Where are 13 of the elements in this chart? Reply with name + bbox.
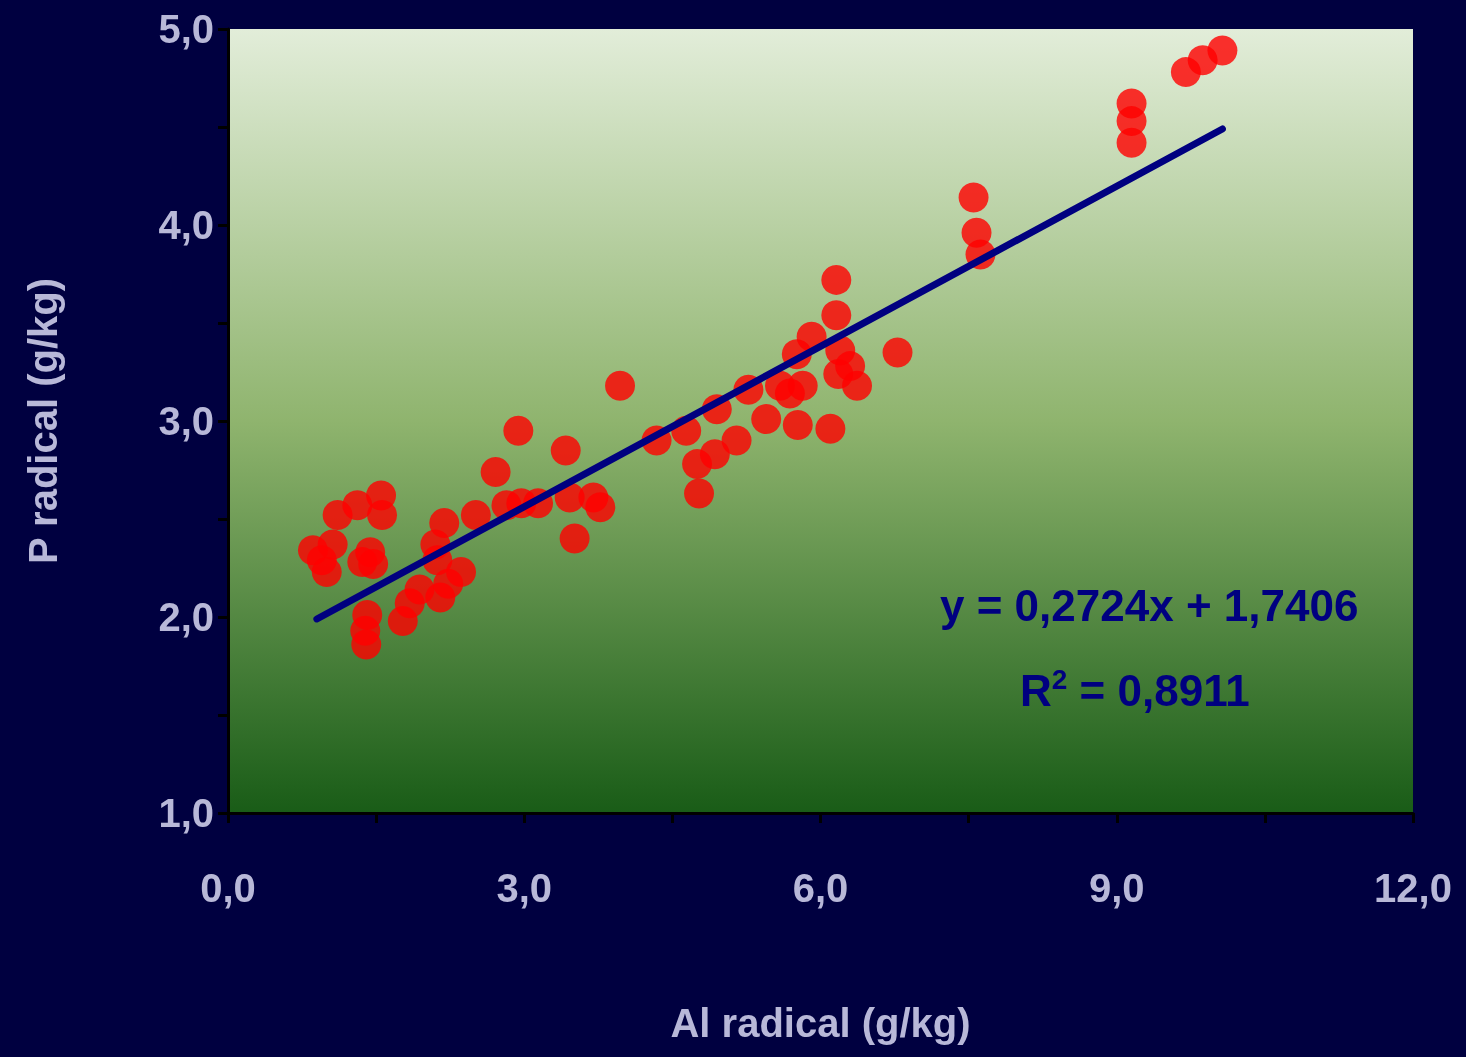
x-tick-label: 9,0	[1088, 866, 1145, 910]
y-tick-label: 3,0	[158, 399, 214, 443]
y-axis-title: P radical (g/kg)	[21, 277, 65, 565]
x-axis-title: Al radical (g/kg)	[670, 1001, 971, 1045]
x-tick-label: 6,0	[792, 866, 849, 910]
x-tick-label: 3,0	[496, 866, 553, 910]
x-tick-label: 0,0	[200, 866, 256, 910]
y-tick-label: 5,0	[158, 7, 214, 51]
annotation: y = 0,2724x + 1,7406	[940, 580, 1359, 630]
y-tick-label: 1,0	[158, 791, 214, 835]
x-tick-label: 12,0	[1374, 866, 1452, 910]
y-tick-label: 4,0	[158, 203, 214, 247]
y-tick-label: 2,0	[158, 595, 214, 639]
